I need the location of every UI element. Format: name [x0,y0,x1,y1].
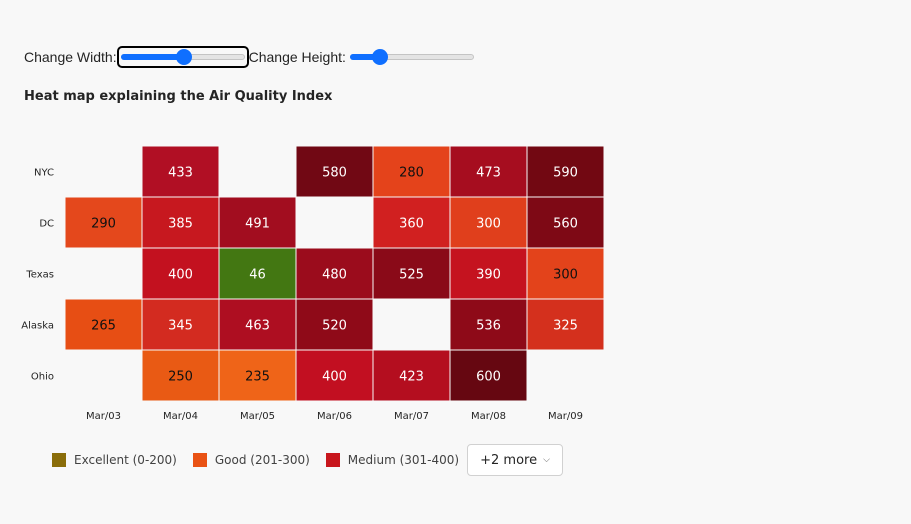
legend-more-label: +2 more [480,452,538,468]
x-tick-label: Mar/03 [86,411,121,422]
cell-value-label: 463 [245,319,270,334]
width-slider-fill [120,54,183,60]
heatmap-cell[interactable] [142,299,219,350]
chevron-down-icon: ⌵ [543,455,550,465]
y-tick-label: Ohio [31,372,54,383]
size-controls: Change Width: Change Height: [24,46,478,68]
height-slider-fill [349,54,379,60]
cell-value-label: 390 [476,268,501,283]
heatmap-cell[interactable] [142,248,219,299]
legend-item-good[interactable]: Good (201-300) [192,453,310,467]
legend-item-medium[interactable]: Medium (301-400) [325,453,460,467]
legend: Excellent (0-200) Good (201-300) Medium … [52,444,563,476]
cell-value-label: 280 [399,166,424,181]
heatmap-cell[interactable] [373,197,450,248]
width-slider-thumb[interactable] [175,49,192,65]
cell-value-label: 325 [553,319,578,334]
heatmap-cell[interactable] [450,299,527,350]
x-tick-label: Mar/04 [163,411,198,422]
cell-value-label: 385 [168,217,193,232]
height-slider-thumb[interactable] [371,49,388,65]
heatmap-cell[interactable] [219,248,296,299]
heatmap-cell[interactable] [219,299,296,350]
heatmap-cell[interactable] [450,146,527,197]
heatmap-cell[interactable] [296,350,373,401]
heatmap-cell[interactable] [527,248,604,299]
heatmap-cell[interactable] [142,350,219,401]
legend-label-medium: Medium (301-400) [347,453,460,467]
x-tick-label: Mar/08 [471,411,506,422]
cell-value-label: 300 [476,217,501,232]
x-tick-label: Mar/05 [240,411,275,422]
cell-value-label: 600 [476,370,501,385]
width-slider[interactable] [116,46,249,68]
heatmap-cell[interactable] [65,299,142,350]
cell-value-label: 590 [553,166,578,181]
heatmap-cell[interactable] [527,299,604,350]
cell-value-label: 360 [399,217,424,232]
cell-value-label: 491 [245,217,270,232]
cell-value-label: 235 [245,370,270,385]
cell-value-label: 580 [322,166,347,181]
heatmap-cell[interactable] [373,248,450,299]
chart-title: Heat map explaining the Air Quality Inde… [24,89,333,104]
heatmap-cell[interactable] [450,350,527,401]
cell-value-label: 265 [91,319,116,334]
legend-more-button[interactable]: +2 more ⌵ [467,444,563,476]
x-tick-label: Mar/09 [548,411,583,422]
y-tick-label: DC [39,219,54,230]
cell-value-label: 560 [553,217,578,232]
y-tick-label: NYC [34,168,54,179]
y-tick-label: Texas [25,270,54,281]
heatmap-cell[interactable] [373,350,450,401]
heatmap-cell[interactable] [142,146,219,197]
cell-value-label: 400 [168,268,193,283]
heatmap-cell[interactable] [527,146,604,197]
heatmap-cell[interactable] [296,146,373,197]
height-slider[interactable] [348,48,476,66]
cell-value-label: 473 [476,166,501,181]
heatmap-cell[interactable] [296,299,373,350]
width-label: Change Width: [24,49,117,65]
legend-label-excellent: Excellent (0-200) [74,453,177,467]
legend-item-excellent[interactable]: Excellent (0-200) [52,453,177,467]
legend-label-good: Good (201-300) [214,453,310,467]
heatmap-cell[interactable] [450,197,527,248]
heatmap-cell[interactable] [373,146,450,197]
cell-value-label: 480 [322,268,347,283]
cell-value-label: 400 [322,370,347,385]
cell-value-label: 536 [476,319,501,334]
heatmap-cell[interactable] [296,248,373,299]
heatmap-cell[interactable] [219,197,296,248]
y-tick-label: Alaska [21,321,54,332]
cell-value-label: 300 [553,268,578,283]
cell-value-label: 525 [399,268,424,283]
cell-value-label: 345 [168,319,193,334]
legend-swatch-medium [325,453,340,467]
cell-value-label: 290 [91,217,116,232]
heatmap-cell[interactable] [65,197,142,248]
cell-value-label: 250 [168,370,193,385]
cell-value-label: 423 [399,370,424,385]
cell-value-label: 433 [168,166,193,181]
heatmap-cell[interactable] [527,197,604,248]
x-tick-label: Mar/07 [394,411,429,422]
x-tick-label: Mar/06 [317,411,352,422]
height-label: Change Height: [248,49,346,65]
cell-value-label: 46 [249,268,266,283]
heatmap-cell[interactable] [142,197,219,248]
heatmap-cell[interactable] [450,248,527,299]
heatmap-chart: NYC 433 580 280 473 590 DC 290 385 491 360 300 560 Te… [21,146,604,422]
legend-swatch-good [192,453,207,467]
heatmap-cell[interactable] [219,350,296,401]
cell-value-label: 520 [322,319,347,334]
legend-swatch-excellent [52,453,66,467]
